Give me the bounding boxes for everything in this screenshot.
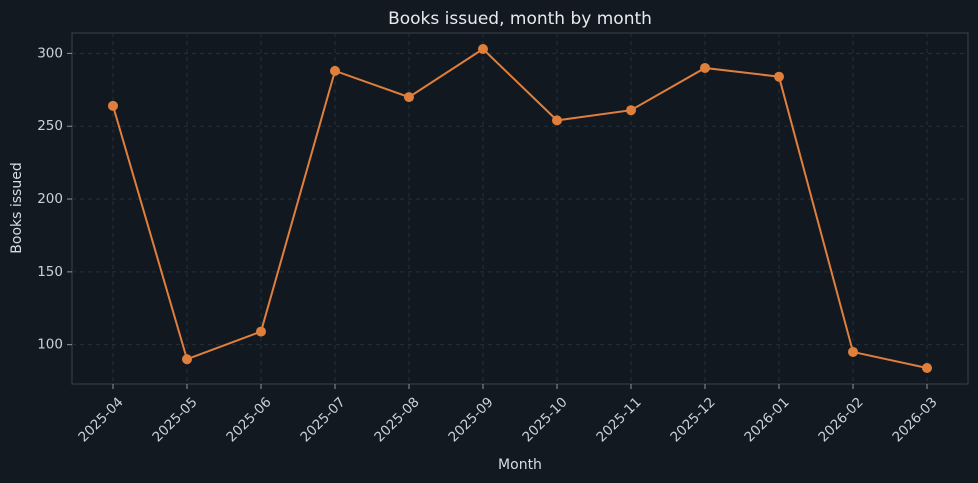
point	[108, 100, 118, 111]
point	[774, 71, 784, 82]
chart-title: Books issued, month by month	[388, 9, 652, 29]
point	[478, 44, 488, 55]
y-tick-label: 300	[37, 45, 63, 61]
y-tick-label: 250	[37, 118, 63, 134]
point	[330, 65, 340, 76]
point	[700, 62, 710, 73]
y-tick-label: 150	[37, 264, 63, 280]
point	[848, 346, 858, 357]
y-axis-label: Books issued	[9, 162, 25, 253]
point	[256, 326, 266, 337]
point	[922, 362, 932, 373]
point	[552, 115, 562, 126]
series-line	[112, 47, 928, 369]
point	[404, 92, 414, 103]
plot-area	[71, 32, 969, 385]
y-tick-label: 100	[37, 337, 63, 353]
y-tick-label: 200	[37, 191, 63, 207]
point	[626, 105, 636, 116]
x-axis-label: Month	[498, 457, 542, 473]
point	[182, 354, 192, 365]
